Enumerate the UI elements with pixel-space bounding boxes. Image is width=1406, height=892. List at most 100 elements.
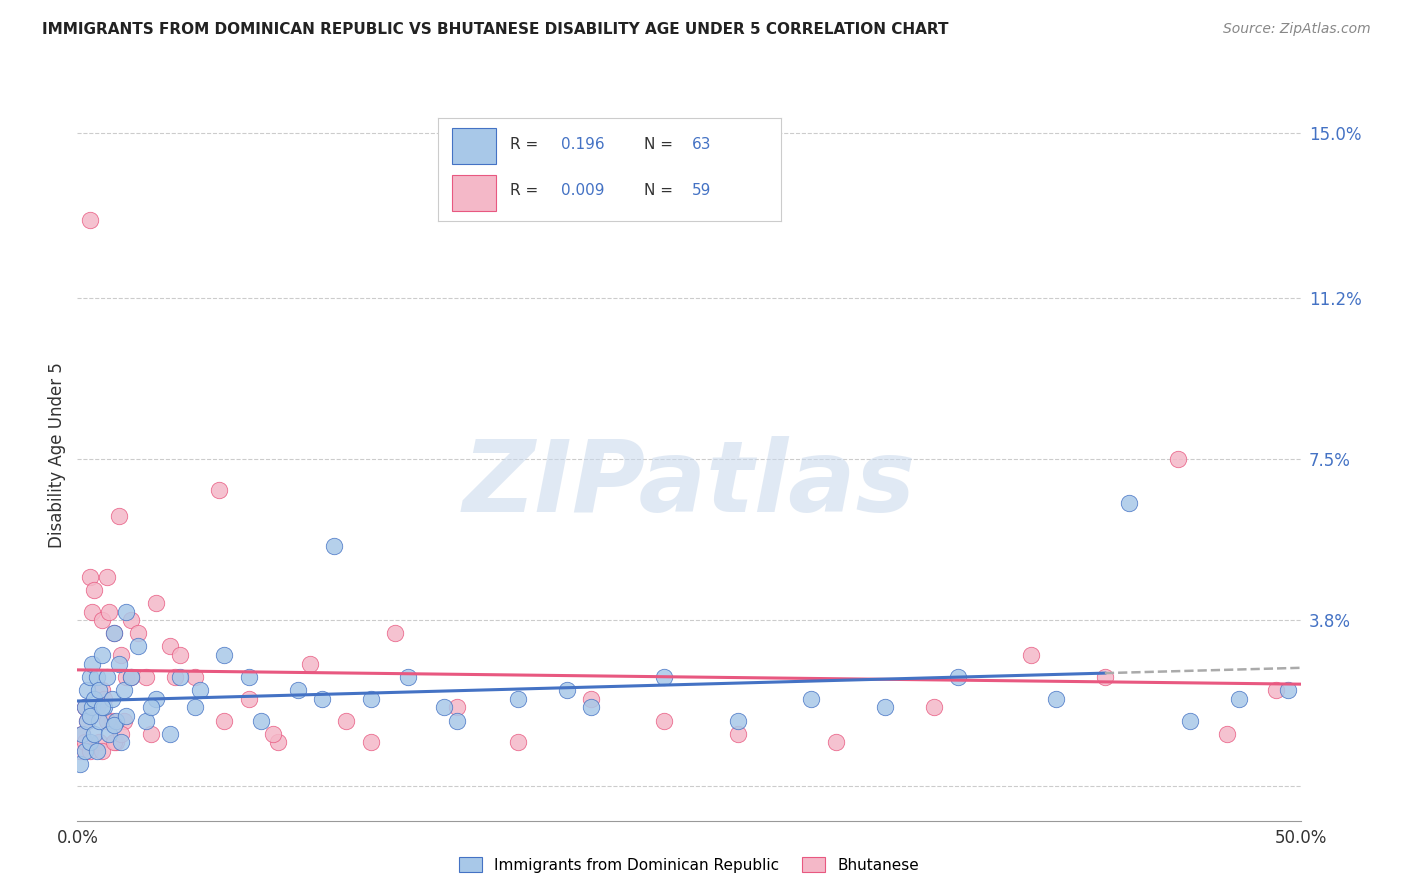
Point [1118, 496, 1140, 510]
Point [212, 714, 235, 728]
Point [212, 648, 235, 663]
Point [922, 700, 945, 714]
Point [323, 539, 346, 553]
Point [139, 726, 162, 740]
Point [120, 613, 142, 627]
Point [360, 735, 382, 749]
Point [76, 714, 98, 728]
Point [83, 582, 105, 597]
Point [110, 726, 132, 740]
Point [184, 670, 207, 684]
Point [115, 605, 138, 619]
Point [1021, 648, 1043, 663]
Point [727, 726, 749, 740]
Point [103, 626, 125, 640]
Text: N =: N = [644, 183, 678, 198]
Point [159, 726, 181, 740]
Point [135, 670, 157, 684]
Point [103, 626, 125, 640]
Point [90, 700, 112, 714]
Point [446, 714, 468, 728]
Point [135, 714, 157, 728]
Point [360, 691, 382, 706]
Point [80, 700, 103, 714]
Point [800, 691, 823, 706]
Text: 0.196: 0.196 [561, 137, 605, 152]
Point [70, 726, 93, 740]
Point [108, 508, 131, 523]
Point [112, 714, 135, 728]
Y-axis label: Disability Age Under 5: Disability Age Under 5 [48, 362, 66, 548]
Point [105, 735, 128, 749]
Text: R =: R = [510, 137, 543, 152]
Legend: Immigrants from Dominican Republic, Bhutanese: Immigrants from Dominican Republic, Bhut… [453, 851, 925, 879]
Point [86, 700, 108, 714]
Point [115, 709, 138, 723]
Point [159, 640, 181, 654]
Point [83, 726, 105, 740]
Point [110, 648, 132, 663]
Point [89, 683, 111, 698]
Point [127, 626, 149, 640]
Point [506, 735, 529, 749]
Text: 63: 63 [692, 137, 711, 152]
Point [69, 744, 91, 758]
Point [120, 670, 142, 684]
Point [188, 683, 211, 698]
Text: 59: 59 [692, 183, 711, 198]
Point [98, 726, 121, 740]
Point [208, 483, 231, 497]
Point [169, 670, 191, 684]
Point [79, 735, 101, 749]
Point [108, 657, 131, 671]
Point [86, 670, 108, 684]
Point [579, 700, 602, 714]
Point [112, 683, 135, 698]
Point [654, 714, 676, 728]
Point [145, 596, 167, 610]
Point [115, 670, 138, 684]
Point [79, 709, 101, 723]
Point [96, 670, 118, 684]
Point [579, 691, 602, 706]
Point [90, 744, 112, 758]
Point [1180, 714, 1202, 728]
Point [433, 700, 456, 714]
Point [105, 714, 128, 728]
Point [83, 691, 105, 706]
Point [287, 683, 309, 698]
Point [555, 683, 578, 698]
Point [96, 570, 118, 584]
Point [384, 626, 406, 640]
Point [250, 714, 273, 728]
Point [90, 613, 112, 627]
Point [70, 726, 93, 740]
Point [100, 714, 122, 728]
Text: ZIPatlas: ZIPatlas [463, 435, 915, 533]
Point [824, 735, 846, 749]
Point [298, 657, 321, 671]
Point [1216, 726, 1239, 740]
Point [100, 691, 122, 706]
Point [79, 744, 101, 758]
Point [446, 700, 468, 714]
Point [90, 683, 112, 698]
Point [873, 700, 896, 714]
Point [1277, 683, 1299, 698]
Point [103, 735, 125, 749]
Point [79, 570, 101, 584]
Point [169, 648, 191, 663]
Point [76, 714, 98, 728]
Point [727, 714, 749, 728]
Point [139, 700, 162, 714]
Point [946, 670, 969, 684]
Point [238, 691, 260, 706]
Point [73, 700, 96, 714]
Point [165, 670, 187, 684]
Point [506, 691, 529, 706]
Point [86, 744, 108, 758]
Text: 0.009: 0.009 [561, 183, 605, 198]
Point [69, 757, 91, 772]
Text: IMMIGRANTS FROM DOMINICAN REPUBLIC VS BHUTANESE DISABILITY AGE UNDER 5 CORRELATI: IMMIGRANTS FROM DOMINICAN REPUBLIC VS BH… [42, 22, 949, 37]
Point [184, 700, 207, 714]
